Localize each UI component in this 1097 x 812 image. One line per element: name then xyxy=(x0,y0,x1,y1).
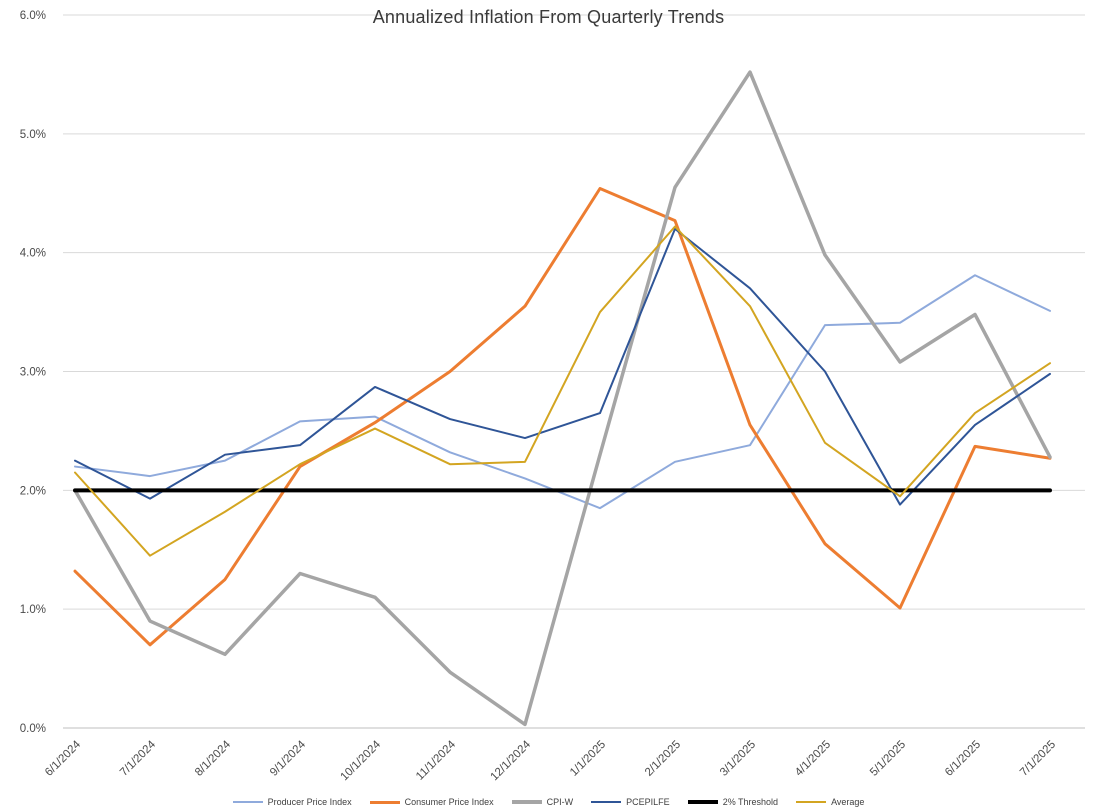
chart-legend: Producer Price Index Consumer Price Index… xyxy=(0,797,1097,807)
x-axis-tick-label: 1/1/2025 xyxy=(568,739,608,779)
x-axis-tick-label: 6/1/2025 xyxy=(943,739,983,779)
legend-item: CPI-W xyxy=(511,797,574,807)
y-axis-tick-label: 5.0% xyxy=(20,129,46,141)
legend-item: Consumer Price Index xyxy=(369,797,494,807)
series-line-consumer-price-index xyxy=(73,186,1052,647)
y-axis-tick-label: 6.0% xyxy=(20,10,46,22)
x-axis-tick-label: 2/1/2025 xyxy=(643,739,683,779)
legend-label: Average xyxy=(831,797,865,807)
legend-label: Consumer Price Index xyxy=(404,797,494,807)
chart-title: Annualized Inflation From Quarterly Tren… xyxy=(372,7,725,27)
x-axis-tick-label: 7/1/2025 xyxy=(1018,739,1058,779)
x-axis-tick-label: 6/1/2024 xyxy=(43,738,84,779)
legend-label: CPI-W xyxy=(546,797,574,807)
y-axis-tick-label: 2.0% xyxy=(20,485,46,497)
x-axis-tick-label: 8/1/2024 xyxy=(193,738,234,779)
series-line-cpi-w xyxy=(73,70,1052,727)
legend-swatch xyxy=(232,801,263,803)
legend-label: Producer Price Index xyxy=(267,797,352,807)
legend-swatch xyxy=(687,800,718,804)
legend-item: 2% Threshold xyxy=(687,797,779,807)
legend-label: 2% Threshold xyxy=(722,797,779,807)
series-line-average xyxy=(74,225,1051,557)
legend-item: Producer Price Index xyxy=(232,797,352,807)
y-axis-tick-label: 0.0% xyxy=(20,723,46,735)
x-axis-tick-label: 11/1/2024 xyxy=(414,738,458,782)
legend-swatch xyxy=(591,801,622,803)
legend-swatch xyxy=(796,801,827,803)
y-axis-tick-label: 4.0% xyxy=(20,248,46,260)
legend-item: PCEPILFE xyxy=(591,797,670,807)
x-axis-tick-label: 4/1/2025 xyxy=(793,739,833,779)
x-axis-tick-label: 10/1/2024 xyxy=(338,738,383,783)
x-axis-tick-label: 5/1/2025 xyxy=(868,739,908,779)
series-line-pcepilfe xyxy=(74,227,1051,506)
legend-swatch xyxy=(511,800,542,804)
y-axis-tick-label: 1.0% xyxy=(20,604,46,616)
legend-swatch xyxy=(369,800,400,804)
x-axis-tick-label: 9/1/2024 xyxy=(268,738,309,779)
y-axis-tick-label: 3.0% xyxy=(20,367,46,379)
x-axis-tick-label: 3/1/2025 xyxy=(718,739,758,779)
legend-label: PCEPILFE xyxy=(626,797,670,807)
series-line-producer-price-index xyxy=(74,274,1051,510)
legend-item: Average xyxy=(796,797,864,807)
x-axis-tick-label: 12/1/2024 xyxy=(488,738,533,783)
x-axis-tick-label: 7/1/2024 xyxy=(118,738,159,779)
